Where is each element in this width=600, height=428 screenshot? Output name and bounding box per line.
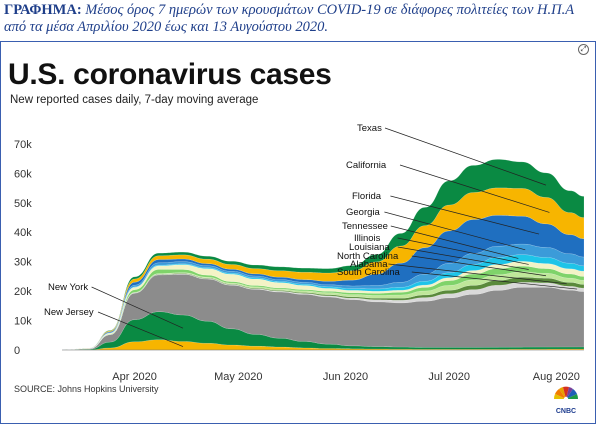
x-tick-label: Jun 2020	[323, 371, 368, 383]
chart-title: U.S. coronavirus cases	[8, 58, 332, 91]
area-california	[61, 187, 585, 351]
label-new-jersey: New Jersey	[44, 307, 94, 318]
label-georgia: Georgia	[346, 207, 381, 218]
y-tick-label: 60k	[14, 168, 32, 180]
y-tick-label: 30k	[14, 257, 32, 269]
leader-louisiana	[397, 246, 529, 270]
label-louisiana: Louisiana	[349, 242, 390, 253]
area-north-carolina	[61, 271, 585, 351]
area-alabama	[61, 273, 585, 351]
area-georgia	[61, 243, 585, 351]
area-south-carolina	[61, 273, 585, 351]
area-other-states	[61, 274, 585, 351]
label-illinois: Illinois	[354, 233, 381, 244]
area-illinois	[61, 261, 585, 351]
chart-subtitle: New reported cases daily, 7-day moving a…	[10, 94, 259, 106]
y-tick-label: 40k	[14, 227, 32, 239]
leader-florida	[390, 195, 540, 235]
leader-california	[399, 164, 550, 213]
leader-new-york	[91, 286, 184, 329]
y-tick-label: 20k	[14, 286, 32, 298]
figure-caption: ΓΡΑΦΗΜΑ: Μέσος όρος 7 ημερών των κρουσμά…	[4, 2, 596, 36]
x-tick-label: Apr 2020	[112, 371, 157, 383]
leader-alabama	[388, 263, 567, 285]
caption-text: Μέσος όρος 7 ημερών των κρουσμάτων COVID…	[4, 2, 574, 35]
caption-lead: ΓΡΑΦΗΜΑ:	[4, 2, 82, 18]
label-new-york: New York	[48, 282, 88, 293]
area-texas	[61, 159, 585, 351]
cnbc-logo: CNBC	[553, 386, 579, 415]
leader-new-jersey	[97, 311, 184, 347]
label-tennessee: Tennessee	[342, 221, 388, 232]
x-tick-label: Jul 2020	[428, 371, 470, 383]
area-louisiana	[61, 265, 585, 351]
y-tick-label: 50k	[14, 198, 32, 210]
area-new-york	[61, 311, 585, 351]
leader-georgia	[384, 211, 526, 251]
area-tennessee	[61, 254, 585, 351]
y-tick-label: 70k	[14, 139, 32, 151]
leader-south-carolina	[411, 271, 578, 290]
label-north-carolina: North Carolina	[337, 251, 399, 262]
label-south-carolina: South Carolina	[337, 267, 401, 278]
label-florida: Florida	[352, 191, 382, 202]
expand-icon[interactable]: ⤢	[578, 44, 589, 55]
y-tick-label: 0	[14, 345, 20, 357]
leader-tennessee	[390, 225, 519, 259]
leader-illinois	[397, 237, 529, 265]
x-tick-label: Aug 2020	[533, 371, 580, 383]
label-texas: Texas	[357, 123, 382, 134]
y-tick-label: 10k	[14, 316, 32, 328]
label-alabama: Alabama	[350, 259, 388, 270]
label-california: California	[346, 160, 387, 171]
logo-text: CNBC	[556, 408, 576, 415]
leader-texas	[384, 127, 547, 186]
source-note: SOURCE: Johns Hopkins University	[14, 384, 159, 394]
leader-north-carolina	[411, 255, 547, 277]
x-tick-label: May 2020	[214, 371, 262, 383]
